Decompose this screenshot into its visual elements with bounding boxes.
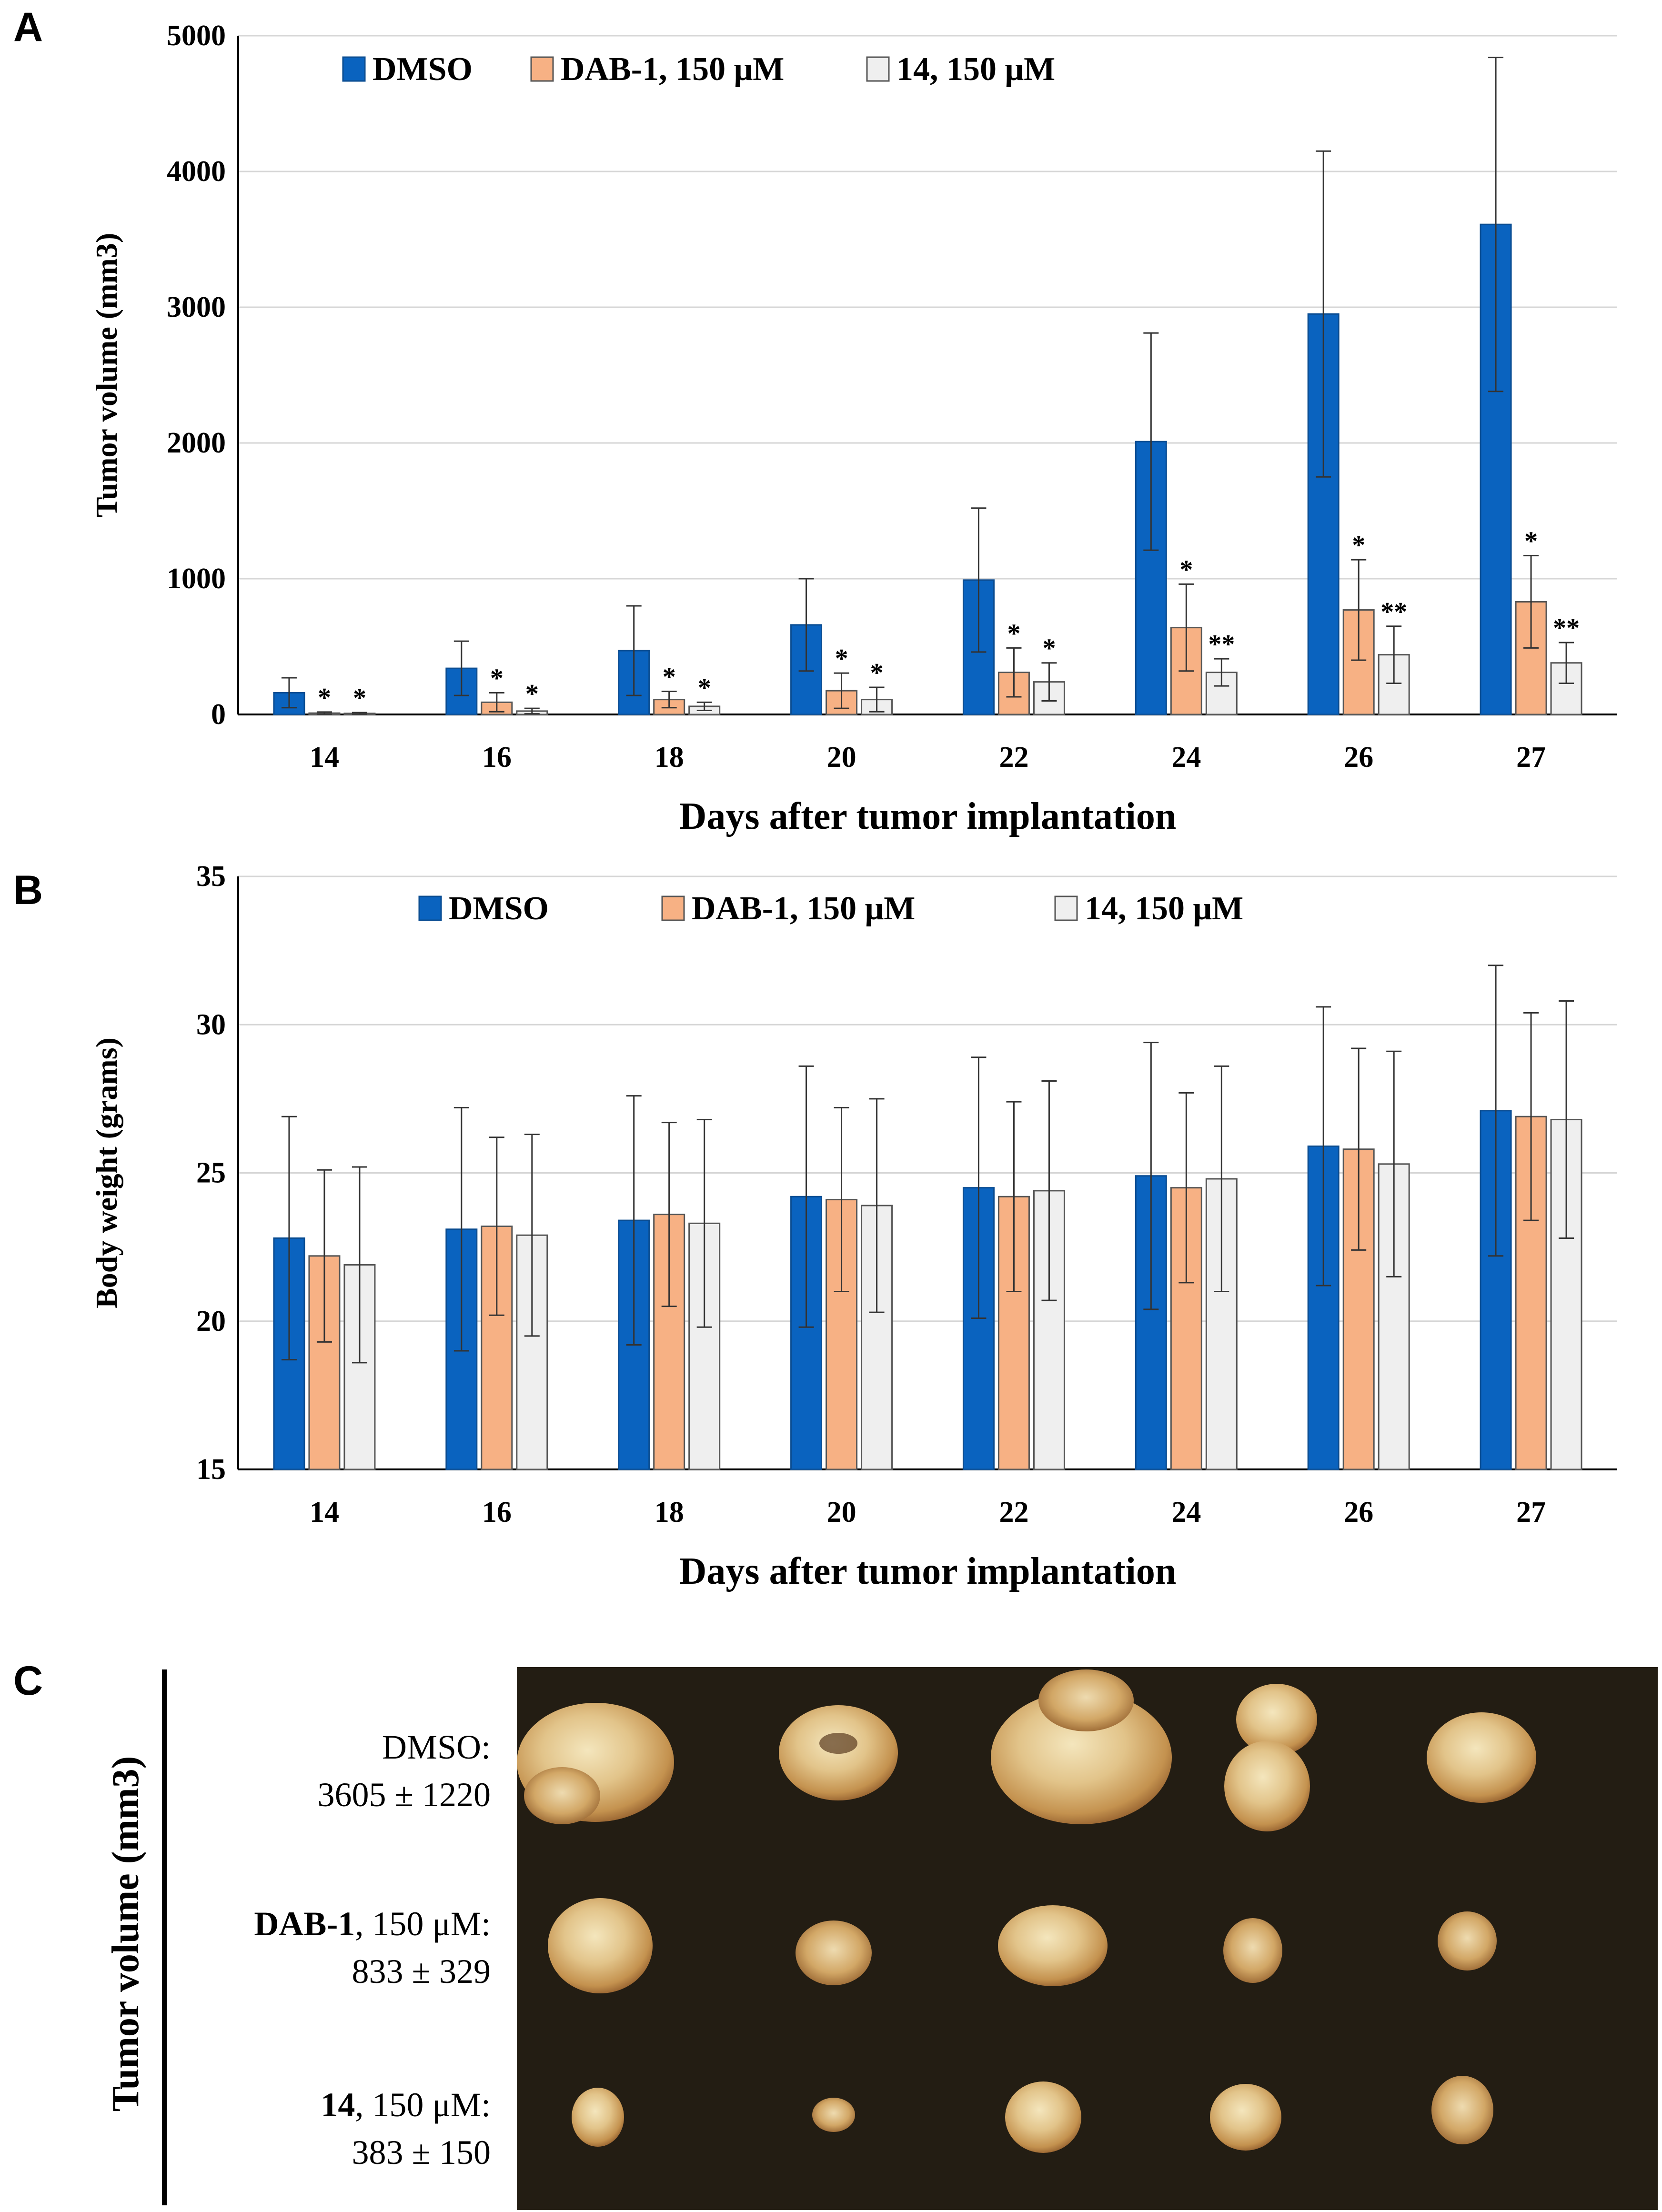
x-tick-label: 16 [482,741,512,774]
legend-swatch-dab1 [661,895,685,921]
significance-mark: ** [1208,630,1235,659]
tumor-photo-row-dab1 [548,1898,1497,1993]
legend-label-cmpd14: 14, 150 μM [1085,890,1243,927]
tumor-dab1-4 [1223,1918,1282,1983]
significance-mark: ** [1380,597,1407,627]
significance-mark: * [1007,619,1020,648]
tumor-14-1 [572,2088,624,2147]
x-tick-label: 18 [655,1496,684,1528]
legend-swatch-cmpd14 [866,56,890,82]
y-tick-label: 5000 [167,20,226,52]
tumor-dmso-3-lobe [1038,1669,1134,1731]
legend-label-cmpd14: 14, 150 μM [896,51,1055,88]
x-tick-label: 18 [655,741,684,774]
tumor-dab1-2 [796,1920,872,1985]
legend-swatch-cmpd14 [1054,895,1078,921]
x-tick-label: 22 [999,741,1028,774]
legend-swatch-dmso [418,895,442,921]
tumor-dmso-4-bottom [1224,1741,1310,1831]
significance-mark: * [1352,531,1365,560]
x-tick-label: 26 [1344,1496,1373,1528]
tumor-14-3 [1005,2081,1081,2153]
x-tick-label: 20 [827,1496,856,1528]
tumor-dmso-4-top [1236,1684,1317,1755]
tumor-dab1-5 [1438,1911,1497,1971]
row-value-14: 383 ± 150 [352,2133,491,2172]
y-tick-label: 1000 [167,563,226,595]
significance-mark: * [525,679,539,709]
x-tick-label: 14 [310,1496,339,1528]
legend-swatch-dmso [342,56,366,82]
panel-c-tumor-photo: Tumor volume (mm3) DMSO: 3605 ± 1220 DAB… [105,1667,1658,2210]
y-tick-label: 3000 [167,291,226,323]
y-tick-label: 35 [196,860,226,893]
tumor-dmso-5 [1427,1712,1536,1803]
x-tick-label: 14 [310,741,339,774]
row-value-dab1: 833 ± 329 [352,1952,491,1991]
y-tick-label: 30 [196,1008,226,1041]
y-tick-label: 15 [196,1453,226,1486]
significance-mark: * [663,663,676,692]
row-value-dmso: 3605 ± 1220 [317,1776,491,1814]
y-axis-title: Tumor volume (mm3) [90,233,123,517]
tumor-dab1-3 [998,1905,1108,1986]
x-axis-title: Days after tumor implantation [679,1550,1177,1592]
significance-mark: * [1042,634,1056,664]
row-label-dab1: DAB-1, 150 μM: [254,1905,491,1943]
tumor-photo-row-dmso [517,1669,1536,1831]
row-label-14: 14, 150 μM: [321,2086,491,2124]
x-axis-title: Days after tumor implantation [679,795,1177,837]
panel-c-y-label: Tumor volume (mm3) [105,1756,147,2112]
significance-mark: * [490,664,504,693]
tumor-dmso-1-lobe [524,1767,600,1824]
y-tick-label: 20 [196,1305,226,1337]
significance-mark: * [353,684,366,713]
legend-swatch-dab1 [530,56,554,82]
x-tick-label: 20 [827,741,856,774]
y-tick-label: 25 [196,1157,226,1189]
panel-label-a: A [13,4,43,50]
y-tick-label: 4000 [167,155,226,188]
legend-label-dmso: DMSO [373,51,473,88]
y-tick-label: 0 [211,698,226,731]
significance-mark: * [318,683,331,713]
legend-label-dab1: DAB-1, 150 μM [561,51,784,88]
tumor-14-2 [812,2098,855,2132]
x-tick-label: 24 [1171,1496,1201,1528]
legend-label-dmso: DMSO [449,890,549,927]
x-tick-label: 16 [482,1496,512,1528]
significance-mark: * [870,658,884,688]
significance-mark: * [698,673,711,703]
x-tick-label: 24 [1171,741,1201,774]
tumor-dmso-3 [991,1691,1172,1824]
bar-dab1-day-20 [826,1199,858,1470]
tumor-14-5 [1431,2076,1493,2144]
chart-body-weight: 15 20 25 30 35 14 16 18 20 22 24 26 27 Days after tum… [90,860,1617,1592]
tumor-dmso-2-spot [819,1733,857,1754]
x-tick-label: 27 [1516,741,1546,774]
significance-mark: * [835,644,848,674]
tumor-photo-row-14 [572,2076,1493,2153]
significance-mark: * [1179,555,1193,584]
y-tick-label: 2000 [167,427,226,459]
row-label-dmso: DMSO: [382,1728,491,1766]
significance-mark: ** [1553,613,1580,643]
tumor-14-4 [1210,2084,1281,2151]
tumor-dab1-1 [548,1898,653,1993]
x-tick-label: 27 [1516,1496,1546,1528]
x-tick-label: 26 [1344,741,1373,774]
significance-mark: * [1524,527,1538,556]
y-axis-title: Body weight (grams) [90,1037,123,1308]
panel-label-b: B [13,867,43,913]
legend-label-dab1: DAB-1, 150 μM [692,890,915,927]
x-tick-label: 22 [999,1496,1028,1528]
panel-label-c: C [13,1658,43,1704]
